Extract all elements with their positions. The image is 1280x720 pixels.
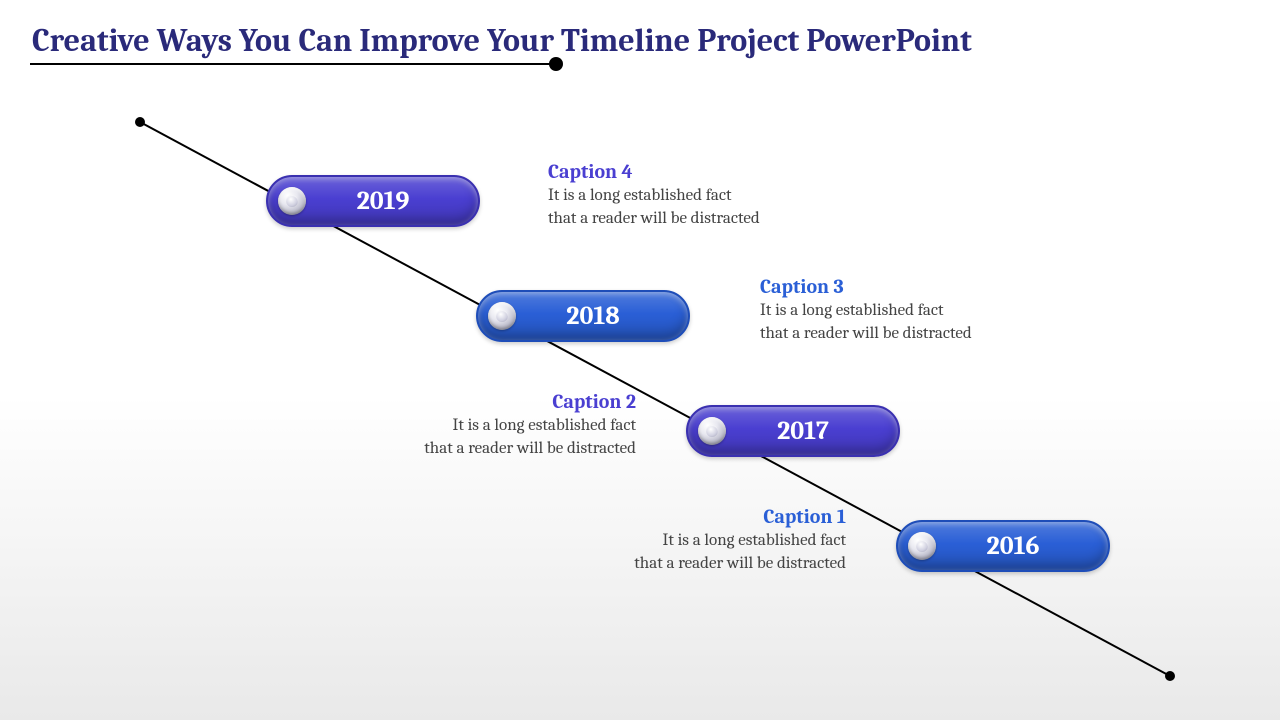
timeline-pill-2016: 2016 [896,520,1110,572]
caption-title: Caption 2 [424,390,636,413]
timeline-pill-2019: 2019 [266,175,480,227]
pill-year-label: 2019 [306,186,478,216]
caption-text: It is a long established fact that a rea… [424,415,636,461]
pill-knob-icon [698,417,726,445]
caption-block-2017: Caption 2It is a long established fact t… [424,390,636,461]
pill-knob-icon [908,532,936,560]
pill-knob-icon [278,187,306,215]
caption-block-2016: Caption 1It is a long established fact t… [634,505,846,576]
timeline-pill-2018: 2018 [476,290,690,342]
caption-text: It is a long established fact that a rea… [548,185,760,231]
caption-block-2019: Caption 4It is a long established fact t… [548,160,760,231]
pill-year-label: 2017 [726,416,898,446]
diagonal-start-dot [135,117,145,127]
slide-title: Creative Ways You Can Improve Your Timel… [32,22,972,59]
pill-year-label: 2016 [936,531,1108,561]
header-rule-dot [549,57,563,71]
connector-lines [0,0,1280,720]
caption-title: Caption 3 [760,275,972,298]
pill-year-label: 2018 [516,301,688,331]
caption-block-2018: Caption 3It is a long established fact t… [760,275,972,346]
timeline-pill-2017: 2017 [686,405,900,457]
caption-title: Caption 1 [634,505,846,528]
caption-title: Caption 4 [548,160,760,183]
caption-text: It is a long established fact that a rea… [760,300,972,346]
diagonal-end-dot [1165,671,1175,681]
pill-knob-icon [488,302,516,330]
caption-text: It is a long established fact that a rea… [634,530,846,576]
